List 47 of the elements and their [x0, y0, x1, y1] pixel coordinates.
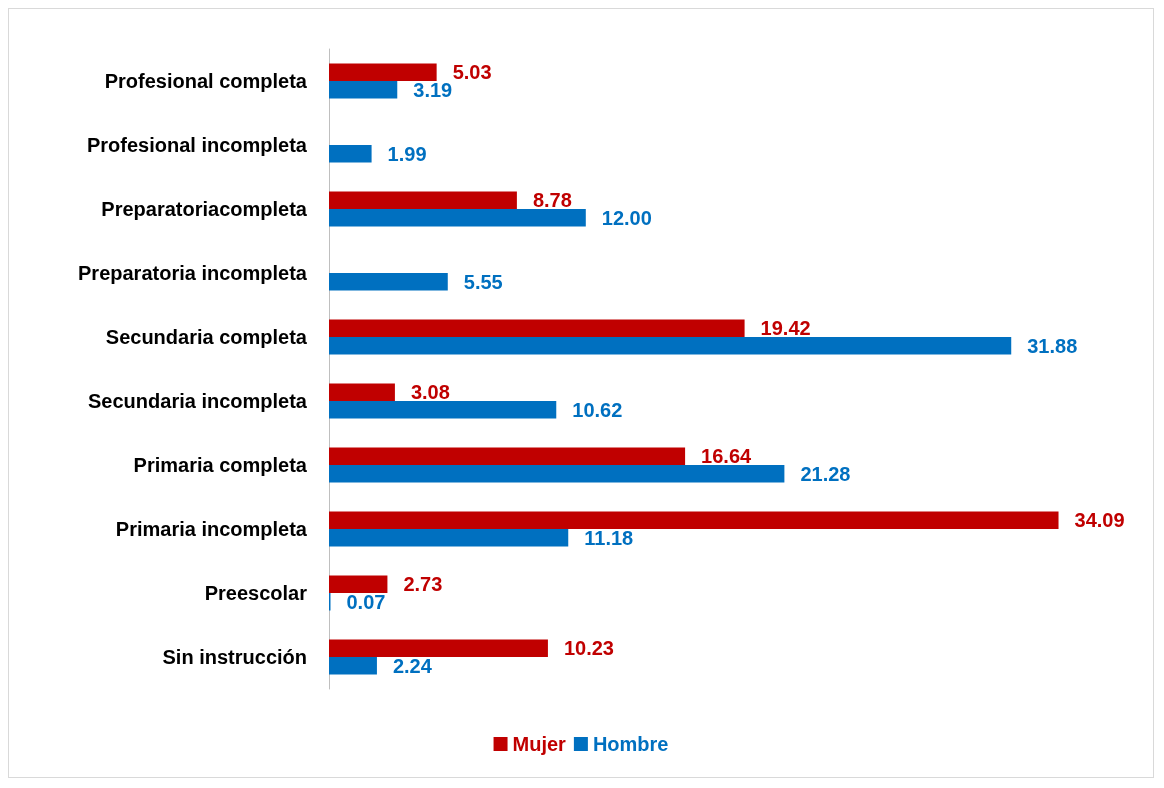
bar — [329, 319, 745, 337]
data-label: 0.07 — [346, 590, 386, 613]
data-label: 2.24 — [392, 654, 433, 677]
bar — [329, 383, 395, 401]
bar — [329, 657, 377, 675]
y-tick-label: Preescolar — [204, 582, 308, 604]
data-label: 8.78 — [532, 189, 572, 212]
bar — [329, 209, 586, 227]
data-label: 21.28 — [800, 462, 851, 485]
y-tick-label: Preparatoria incompleta — [78, 262, 308, 284]
bar — [329, 63, 437, 81]
data-label: 31.88 — [1027, 334, 1078, 357]
y-tick-label: Sin instrucción — [162, 646, 307, 668]
y-tick-label: Primaria incompleta — [115, 518, 308, 540]
y-tick-label: Preparatoriacompleta — [101, 198, 308, 220]
data-label: 10.23 — [563, 637, 614, 660]
bar — [329, 465, 785, 483]
bar — [329, 81, 398, 99]
data-label: 5.03 — [452, 61, 492, 84]
y-tick-label: Primaria completa — [133, 454, 308, 476]
data-label: 12.00 — [601, 206, 652, 229]
data-label: 1.99 — [387, 142, 427, 165]
data-label: 10.62 — [572, 398, 623, 421]
data-label: 3.08 — [410, 381, 450, 404]
data-label: 19.42 — [760, 317, 811, 340]
data-label: 16.64 — [701, 445, 753, 468]
data-label: 5.55 — [463, 270, 503, 293]
data-label: 34.09 — [1074, 509, 1125, 532]
y-tick-label: Secundaria completa — [105, 326, 308, 348]
legend-label: Mujer — [512, 733, 567, 755]
data-label: 3.19 — [413, 78, 453, 101]
bar — [329, 447, 686, 465]
bar — [329, 529, 569, 547]
bar — [329, 191, 517, 209]
bar — [329, 639, 548, 657]
bar — [329, 337, 1012, 355]
bar — [329, 145, 372, 163]
bar — [329, 575, 388, 593]
y-tick-label: Profesional completa — [104, 70, 308, 92]
bar — [329, 511, 1059, 529]
data-label: 2.73 — [403, 573, 443, 596]
bar — [329, 273, 448, 291]
legend-label: Hombre — [592, 733, 669, 755]
data-label: 11.18 — [584, 526, 634, 549]
y-tick-label: Secundaria incompleta — [88, 390, 308, 412]
bar — [329, 401, 557, 419]
y-tick-label: Profesional incompleta — [86, 134, 308, 156]
